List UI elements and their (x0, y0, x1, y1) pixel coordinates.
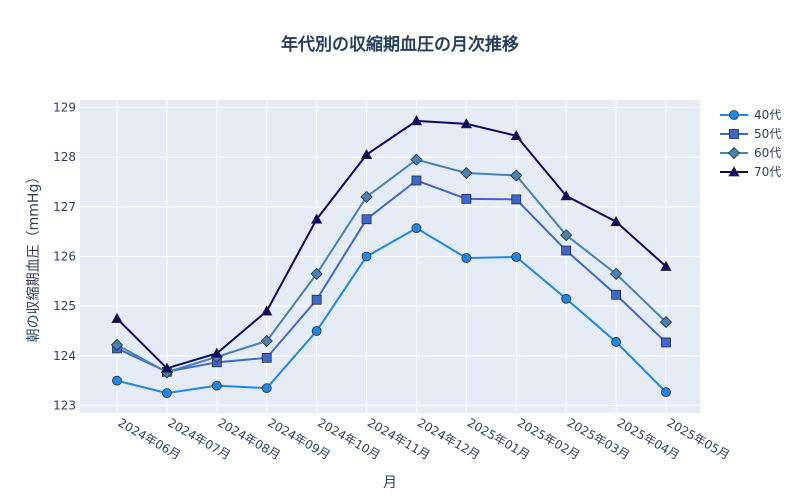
y-tick-label: 125 (53, 299, 76, 313)
data-point (510, 169, 523, 182)
series-40代 (112, 223, 671, 399)
data-point (261, 352, 272, 363)
data-point (461, 253, 472, 263)
data-point (659, 316, 673, 329)
x-axis-title: 月 (383, 475, 397, 491)
y-tick-labels: 123 124 125 126 127 128 129 (53, 100, 76, 412)
series-line (116, 119, 667, 370)
data-point (162, 388, 172, 399)
data-point (511, 252, 522, 262)
legend-label: 70代 (754, 165, 781, 179)
data-point (211, 380, 222, 391)
chart-title: 年代別の収縮期血圧の月次推移 (281, 34, 519, 55)
legend-item: 50代 (720, 127, 781, 141)
series-line (116, 158, 667, 374)
y-axis-title: 朝の収縮期血圧（mmHg） (26, 170, 42, 343)
y-tick-label: 129 (53, 100, 76, 114)
data-point (411, 175, 422, 186)
legend-item: 60代 (720, 146, 781, 160)
series-70代 (111, 115, 672, 373)
data-point (661, 337, 671, 348)
data-point (361, 251, 372, 262)
legend: 40代 50代 60代 70代 (720, 108, 781, 179)
data-point (560, 190, 572, 201)
data-point (411, 223, 422, 234)
data-point (310, 267, 323, 280)
data-point (510, 129, 522, 141)
data-point (112, 375, 122, 386)
data-point (560, 229, 573, 242)
series-line (116, 179, 667, 373)
y-tick-label: 124 (53, 349, 76, 363)
data-point (110, 338, 124, 352)
y-tick-label: 127 (53, 200, 76, 214)
y-tick-label: 126 (53, 250, 76, 264)
data-point (311, 294, 322, 305)
data-point (561, 245, 572, 256)
data-point (461, 193, 472, 204)
data-point (611, 289, 621, 300)
data-point (610, 267, 623, 280)
data-point (561, 293, 572, 304)
data-point (311, 326, 322, 336)
legend-marker (727, 146, 741, 160)
data-point (610, 215, 622, 227)
data-point (261, 383, 272, 394)
legend-marker (728, 166, 740, 177)
data-point (460, 118, 473, 129)
data-point (260, 334, 273, 348)
data-point (660, 260, 672, 271)
data-point (211, 347, 223, 358)
y-tick-label: 123 (53, 399, 76, 413)
data-point (661, 387, 671, 398)
data-point (460, 166, 473, 180)
data-point (611, 337, 621, 347)
legend-item: 40代 (720, 108, 781, 122)
y-tick-label: 128 (53, 150, 76, 164)
series-line (116, 227, 667, 395)
legend-label: 40代 (754, 108, 781, 122)
legend-label: 50代 (754, 127, 781, 141)
legend-item: 70代 (720, 165, 781, 179)
data-point (310, 213, 323, 224)
data-point (410, 115, 423, 126)
data-point (361, 214, 372, 225)
legend-marker (729, 110, 739, 120)
legend-label: 60代 (754, 146, 781, 160)
data-point (511, 194, 522, 205)
data-point (360, 148, 373, 160)
x-tick-labels: 2024年06月2024年07月2024年08月2024年09月2024年10月… (116, 415, 732, 462)
data-point (360, 190, 373, 203)
data-point (111, 312, 123, 324)
data-point (410, 153, 423, 166)
series-group (110, 115, 673, 399)
data-point (261, 305, 273, 316)
data-point (161, 362, 173, 373)
legend-marker (729, 129, 739, 139)
